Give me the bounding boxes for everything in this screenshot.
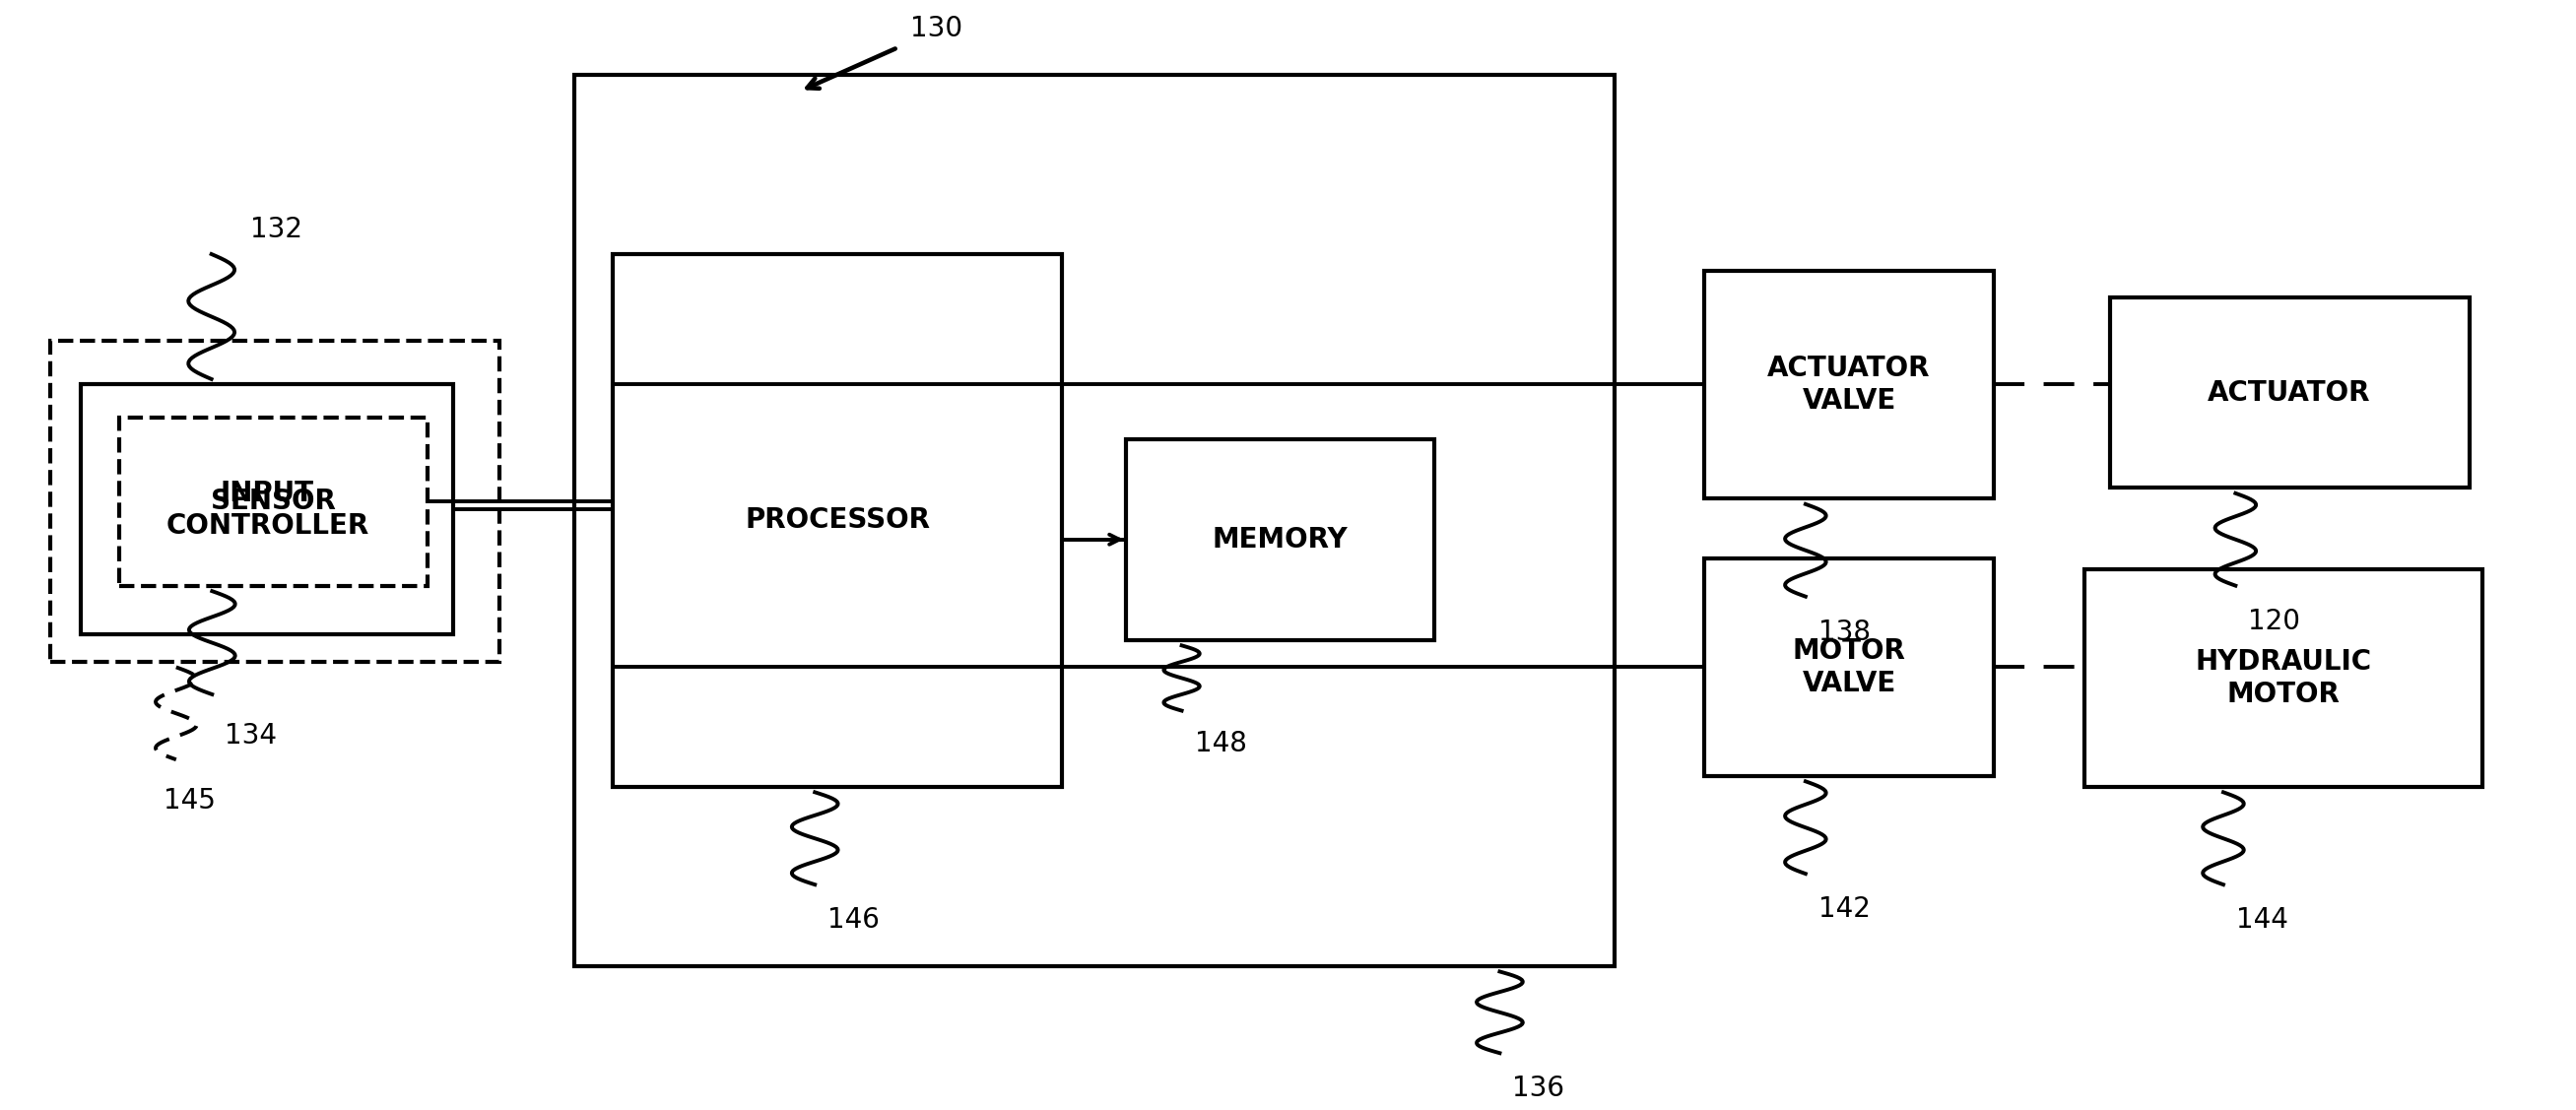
Text: 120: 120 <box>2249 607 2300 635</box>
Text: HYDRAULIC
MOTOR: HYDRAULIC MOTOR <box>2195 648 2372 708</box>
Text: MOTOR
VALVE: MOTOR VALVE <box>1793 637 1906 697</box>
FancyBboxPatch shape <box>613 254 1061 787</box>
FancyBboxPatch shape <box>118 417 428 586</box>
Text: 132: 132 <box>250 215 301 243</box>
FancyBboxPatch shape <box>1703 558 1994 776</box>
Text: 136: 136 <box>1512 1074 1564 1102</box>
Text: 145: 145 <box>162 787 216 815</box>
Text: ACTUATOR: ACTUATOR <box>2208 379 2370 406</box>
Text: 134: 134 <box>224 722 278 749</box>
FancyBboxPatch shape <box>80 384 453 635</box>
FancyBboxPatch shape <box>574 74 1615 966</box>
FancyBboxPatch shape <box>1126 438 1435 640</box>
Text: MEMORY: MEMORY <box>1213 526 1347 553</box>
FancyBboxPatch shape <box>52 341 500 662</box>
FancyBboxPatch shape <box>2084 569 2483 787</box>
Text: 148: 148 <box>1195 730 1247 758</box>
Text: 144: 144 <box>2236 907 2287 934</box>
Text: 130: 130 <box>909 14 963 42</box>
Text: 138: 138 <box>1819 618 1870 646</box>
Text: ACTUATOR
VALVE: ACTUATOR VALVE <box>1767 355 1929 414</box>
Text: PROCESSOR: PROCESSOR <box>744 506 930 534</box>
Text: 142: 142 <box>1819 896 1870 924</box>
FancyBboxPatch shape <box>1703 271 1994 498</box>
Text: SENSOR: SENSOR <box>211 487 337 515</box>
FancyBboxPatch shape <box>2110 297 2470 487</box>
Text: 146: 146 <box>827 907 881 934</box>
Text: INPUT
CONTROLLER: INPUT CONTROLLER <box>165 480 368 539</box>
